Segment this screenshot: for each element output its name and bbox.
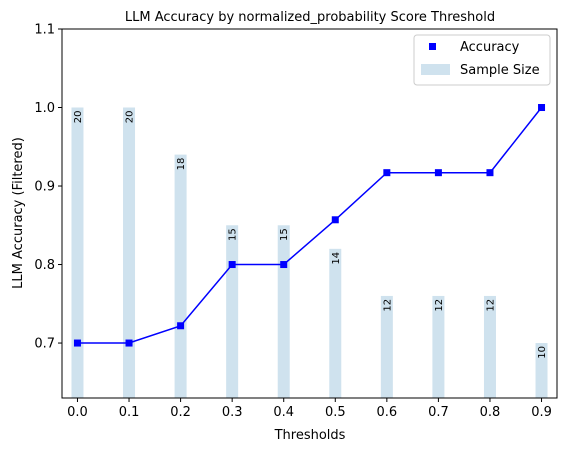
bars-layer: 20 20 18 15 15 14 12 12 12 10: [71, 107, 548, 399]
x-tick-label: 0.6: [377, 405, 398, 420]
bar: [535, 343, 548, 398]
bar-label: 20: [125, 111, 136, 124]
accuracy-point: [73, 339, 81, 347]
line-layer: [73, 104, 546, 347]
y-axis-label: LLM Accuracy (Filtered): [11, 137, 26, 289]
y-tick-label: 0.9: [34, 180, 55, 195]
bar-label: 15: [279, 228, 290, 241]
x-tick-label: 0.5: [325, 405, 346, 420]
x-tick-label: 0.1: [119, 405, 140, 420]
x-tick-label: 0.9: [531, 405, 552, 420]
bar: [174, 154, 187, 398]
legend-sample-size-swatch: [421, 64, 450, 75]
x-tick-label: 0.7: [428, 405, 449, 420]
accuracy-point: [383, 169, 391, 177]
x-tick-label: 0.3: [222, 405, 243, 420]
legend-sample-size-label: Sample Size: [460, 63, 540, 78]
accuracy-point: [125, 339, 133, 347]
bar-label: 10: [537, 346, 548, 359]
bar-label: 20: [73, 111, 84, 124]
accuracy-point: [538, 104, 546, 112]
bar: [226, 225, 239, 398]
x-axis: 0.0 0.1 0.2 0.3 0.4 0.5 0.6 0.7 0.8 0.9: [67, 398, 552, 420]
bar-label: 12: [382, 299, 393, 312]
accuracy-point: [434, 169, 442, 177]
bar-label: 14: [331, 252, 342, 265]
y-tick-label: 1.1: [34, 23, 55, 38]
accuracy-point: [177, 322, 185, 330]
y-tick-label: 0.8: [34, 258, 55, 273]
x-tick-label: 0.8: [480, 405, 501, 420]
bar: [329, 248, 342, 398]
x-axis-label: Thresholds: [274, 428, 346, 443]
accuracy-point: [228, 261, 236, 269]
chart-title: LLM Accuracy by normalized_probability S…: [125, 10, 495, 25]
bar: [380, 295, 393, 398]
accuracy-point: [331, 216, 339, 224]
y-axis: 0.7 0.8 0.9 1.0 1.1: [34, 23, 62, 352]
bar: [483, 295, 496, 398]
x-tick-label: 0.2: [170, 405, 191, 420]
bar: [71, 107, 84, 399]
bar: [432, 295, 445, 398]
legend-accuracy-label: Accuracy: [460, 40, 520, 55]
legend-accuracy-marker: [429, 43, 436, 50]
legend: Accuracy Sample Size: [413, 34, 551, 86]
bar: [277, 225, 290, 398]
x-tick-label: 0.0: [67, 405, 88, 420]
accuracy-line: [77, 107, 543, 344]
y-tick-label: 1.0: [34, 101, 55, 116]
bar-label: 18: [176, 158, 187, 171]
y-tick-label: 0.7: [34, 337, 55, 352]
bar: [123, 107, 136, 399]
bar-label: 12: [485, 299, 496, 312]
bar-label: 12: [434, 299, 445, 312]
bar-label: 15: [228, 228, 239, 241]
accuracy-point: [486, 169, 494, 177]
plot-frame: [61, 28, 558, 399]
accuracy-point: [280, 261, 288, 269]
x-tick-label: 0.4: [273, 405, 294, 420]
